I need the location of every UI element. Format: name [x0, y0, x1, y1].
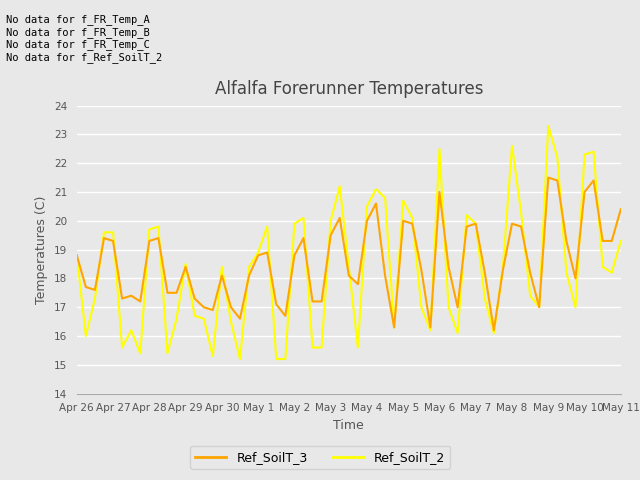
Ref_SoilT_3	[545, 175, 552, 180]
Text: No data for f_FR_Temp_A
No data for f_FR_Temp_B
No data for f_FR_Temp_C
No data : No data for f_FR_Temp_A No data for f_FR…	[6, 14, 163, 63]
Ref_SoilT_3	[363, 218, 371, 224]
Ref_SoilT_3	[200, 304, 207, 310]
Ref_SoilT_2	[236, 356, 244, 362]
Ref_SoilT_3	[490, 327, 498, 333]
Ref_SoilT_2	[273, 356, 280, 362]
Y-axis label: Temperatures (C): Temperatures (C)	[35, 195, 48, 304]
Ref_SoilT_3	[399, 218, 407, 224]
Ref_SoilT_2	[182, 261, 189, 267]
Ref_SoilT_2	[408, 215, 416, 221]
Ref_SoilT_3	[563, 238, 570, 244]
Ref_SoilT_2	[372, 186, 380, 192]
Ref_SoilT_2	[545, 123, 552, 129]
Line: Ref_SoilT_3: Ref_SoilT_3	[77, 178, 621, 330]
Ref_SoilT_3	[264, 250, 271, 255]
Line: Ref_SoilT_2: Ref_SoilT_2	[77, 126, 621, 359]
Ref_SoilT_2	[617, 238, 625, 244]
Ref_SoilT_2	[563, 270, 570, 276]
Ref_SoilT_2	[73, 252, 81, 258]
Ref_SoilT_3	[182, 264, 189, 270]
Ref_SoilT_3	[617, 206, 625, 212]
X-axis label: Time: Time	[333, 419, 364, 432]
Ref_SoilT_3	[73, 252, 81, 258]
Legend: Ref_SoilT_3, Ref_SoilT_2: Ref_SoilT_3, Ref_SoilT_2	[190, 446, 450, 469]
Title: Alfalfa Forerunner Temperatures: Alfalfa Forerunner Temperatures	[214, 81, 483, 98]
Ref_SoilT_2	[200, 316, 207, 322]
